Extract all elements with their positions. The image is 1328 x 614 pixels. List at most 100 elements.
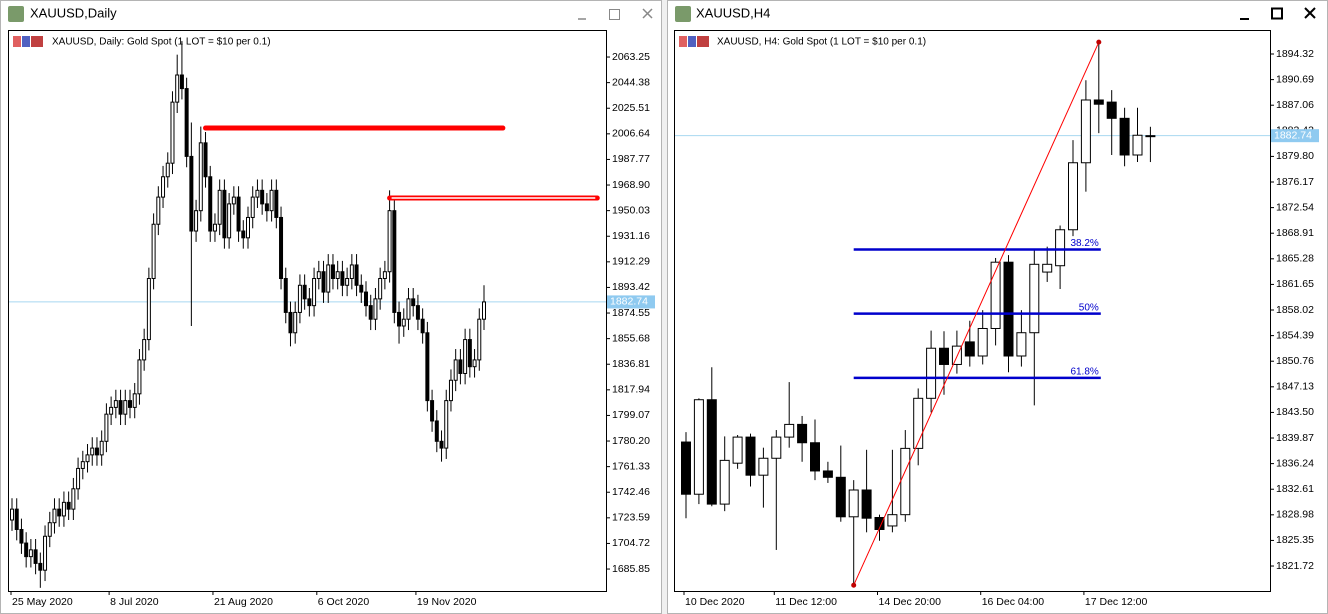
candle-body bbox=[104, 413, 109, 442]
candle-body bbox=[706, 399, 717, 505]
candle-body bbox=[745, 436, 756, 476]
candle-body bbox=[368, 305, 373, 320]
candle-body bbox=[236, 196, 241, 232]
candle-body bbox=[434, 420, 439, 442]
y-tick-label: 1879.80 bbox=[1276, 150, 1314, 162]
y-tick-label: 1742.46 bbox=[612, 486, 650, 498]
y-tick-label: 1912.29 bbox=[612, 256, 650, 268]
candle-body bbox=[1042, 263, 1053, 273]
candle-body bbox=[951, 345, 962, 365]
y-tick-label: 1874.55 bbox=[612, 307, 650, 319]
candle-body bbox=[170, 101, 175, 164]
candle-body bbox=[326, 264, 331, 293]
chart-header: XAUUSD, Daily: Gold Spot (1 LOT = $10 pe… bbox=[52, 37, 271, 48]
candle-body bbox=[10, 508, 14, 521]
fib-level-label: 50% bbox=[1079, 302, 1099, 313]
maximize-button[interactable] bbox=[1271, 7, 1283, 20]
candle-body bbox=[401, 318, 406, 327]
y-tick-label: 1839.87 bbox=[1276, 432, 1314, 444]
x-tick-label: 11 Dec 12:00 bbox=[775, 596, 837, 608]
y-tick-label: 1723.59 bbox=[612, 512, 650, 524]
y-tick-label: 1850.76 bbox=[1276, 355, 1314, 367]
candle-body bbox=[255, 189, 260, 198]
candle-body bbox=[109, 406, 114, 415]
candle-body bbox=[364, 291, 368, 307]
candle-body bbox=[217, 189, 222, 225]
candle-body bbox=[397, 311, 402, 327]
candle-body bbox=[297, 284, 302, 313]
candle-body bbox=[822, 470, 833, 478]
candle-body bbox=[378, 278, 383, 300]
candle-body bbox=[1132, 134, 1143, 156]
candle-body bbox=[758, 457, 769, 476]
candle-body bbox=[359, 284, 364, 293]
candle-body bbox=[1145, 135, 1156, 138]
y-tick-label: 1865.28 bbox=[1276, 253, 1314, 265]
candle-body bbox=[99, 440, 104, 456]
candle-body bbox=[406, 298, 411, 320]
charts: XAUUSD, Daily: Gold Spot (1 LOT = $10 pe… bbox=[9, 37, 1319, 608]
candle-body bbox=[681, 441, 691, 495]
candle-body bbox=[175, 74, 180, 103]
y-tick-label: 2063.25 bbox=[612, 51, 650, 63]
candle-body bbox=[926, 347, 937, 399]
chart-icon bbox=[679, 36, 687, 47]
fib-anchor bbox=[1096, 39, 1102, 45]
candle-body bbox=[1016, 332, 1027, 357]
candle-body bbox=[448, 379, 453, 402]
y-tick-label: 2006.64 bbox=[612, 128, 650, 140]
candle-body bbox=[307, 298, 312, 307]
candle-body bbox=[382, 271, 387, 280]
candle-body bbox=[458, 359, 463, 374]
chart-icon bbox=[697, 36, 709, 47]
candle-body bbox=[411, 298, 416, 307]
x-tick-label: 21 Aug 2020 bbox=[214, 596, 273, 608]
maximize-button[interactable] bbox=[609, 9, 620, 20]
candle-body bbox=[293, 311, 298, 334]
close-button[interactable] bbox=[1304, 7, 1316, 19]
y-tick-label: 1836.24 bbox=[1276, 457, 1314, 469]
candle-body bbox=[977, 327, 988, 357]
y-tick-label: 1950.03 bbox=[612, 204, 650, 216]
candle-body bbox=[1055, 229, 1066, 267]
candle-body bbox=[354, 264, 359, 286]
candle-body bbox=[14, 508, 19, 530]
candle-body bbox=[810, 442, 820, 472]
candle-body bbox=[316, 271, 321, 280]
candle-body bbox=[990, 261, 1001, 329]
candle-body bbox=[179, 74, 184, 90]
y-tick-label: 1825.35 bbox=[1276, 534, 1314, 546]
candle-body bbox=[345, 278, 350, 286]
candle-body bbox=[241, 230, 246, 239]
candle-body bbox=[246, 216, 250, 239]
y-tick-label: 1799.07 bbox=[612, 409, 650, 421]
candle-body bbox=[250, 196, 255, 218]
y-tick-label: 1843.50 bbox=[1276, 406, 1314, 418]
current-price-box bbox=[607, 295, 655, 309]
y-tick-label: 1931.16 bbox=[612, 230, 650, 242]
close-button[interactable] bbox=[642, 8, 653, 19]
y-tick-label: 2025.51 bbox=[612, 102, 650, 114]
x-tick-label: 19 Nov 2020 bbox=[417, 596, 477, 608]
candle-body bbox=[439, 440, 444, 449]
y-tick-label: 1861.65 bbox=[1276, 278, 1314, 290]
y-tick-label: 1828.98 bbox=[1276, 509, 1314, 521]
candle-body bbox=[415, 305, 420, 320]
candle-body bbox=[340, 271, 345, 286]
y-tick-label: 1968.90 bbox=[612, 179, 650, 191]
candle-body bbox=[964, 341, 975, 357]
candle-body bbox=[19, 528, 24, 544]
candle-body bbox=[373, 298, 378, 320]
chart-frame bbox=[8, 30, 607, 592]
fib-level-label: 61.8% bbox=[1070, 366, 1098, 377]
candle-body bbox=[719, 459, 730, 505]
y-tick-label: 1832.61 bbox=[1276, 483, 1314, 495]
candle-body bbox=[387, 210, 392, 273]
y-tick-label: 1854.39 bbox=[1276, 329, 1314, 341]
candle-body bbox=[1106, 101, 1117, 119]
candle-body bbox=[693, 399, 704, 495]
candle-body bbox=[321, 271, 326, 293]
y-tick-label: 1876.17 bbox=[1276, 176, 1314, 188]
candle-body bbox=[137, 359, 142, 395]
